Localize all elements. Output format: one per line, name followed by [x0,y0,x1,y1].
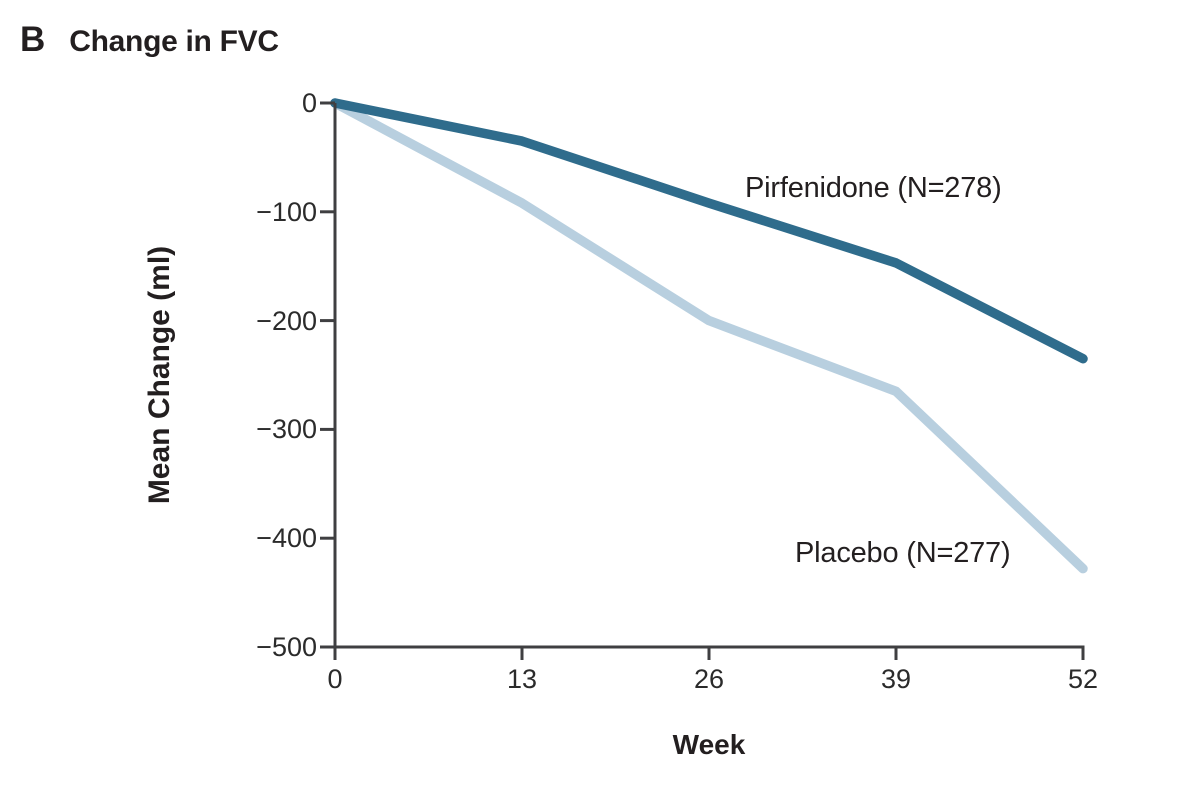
x-axis-label: Week [672,729,746,760]
x-tick-label: 0 [327,664,343,694]
y-tick-label: −400 [256,523,317,554]
y-tick-label: −200 [256,305,317,336]
y-tick-label: −500 [256,632,317,662]
chart-title: Change in FVC [69,25,279,58]
y-axis-label: Mean Change (ml) [143,245,176,505]
y-tick-label: 0 [301,88,317,118]
pirfenidone-series-label: Pirfenidone (N=278) [745,172,1002,204]
y-tick-label: −300 [256,414,317,445]
x-tick-label: 39 [880,664,912,694]
x-tick-label: 26 [693,664,725,694]
x-tick-label: 13 [506,664,538,694]
series-line-pirfenidone [330,98,1088,364]
panel-letter: B [20,20,46,59]
y-tick-label: −100 [256,196,317,227]
series-line-placebo [330,98,1088,574]
x-tick-label: 52 [1067,664,1099,694]
placebo-series-label: Placebo (N=277) [795,537,1011,569]
panel-title: B Change in FVC [20,20,279,60]
